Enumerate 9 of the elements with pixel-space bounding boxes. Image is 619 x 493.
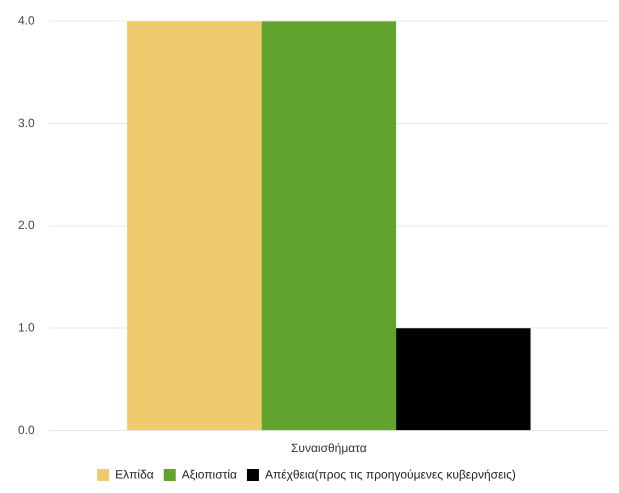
y-tick-label: 2.0 — [18, 218, 35, 232]
y-tick-label: 3.0 — [18, 116, 35, 130]
x-tick-label: Συναισθήματα — [290, 441, 367, 456]
legend-label: Απέχθεια(προς τις προηγούμενες κυβερνήσεις) — [264, 467, 516, 482]
legend-label: Αξιοπιστία — [182, 467, 238, 482]
y-tick-label: 1.0 — [18, 320, 35, 335]
legend-label: Ελπίδα — [115, 467, 154, 482]
y-tick-label: 4.0 — [18, 14, 35, 28]
y-tick-label: 0.0 — [18, 422, 35, 437]
